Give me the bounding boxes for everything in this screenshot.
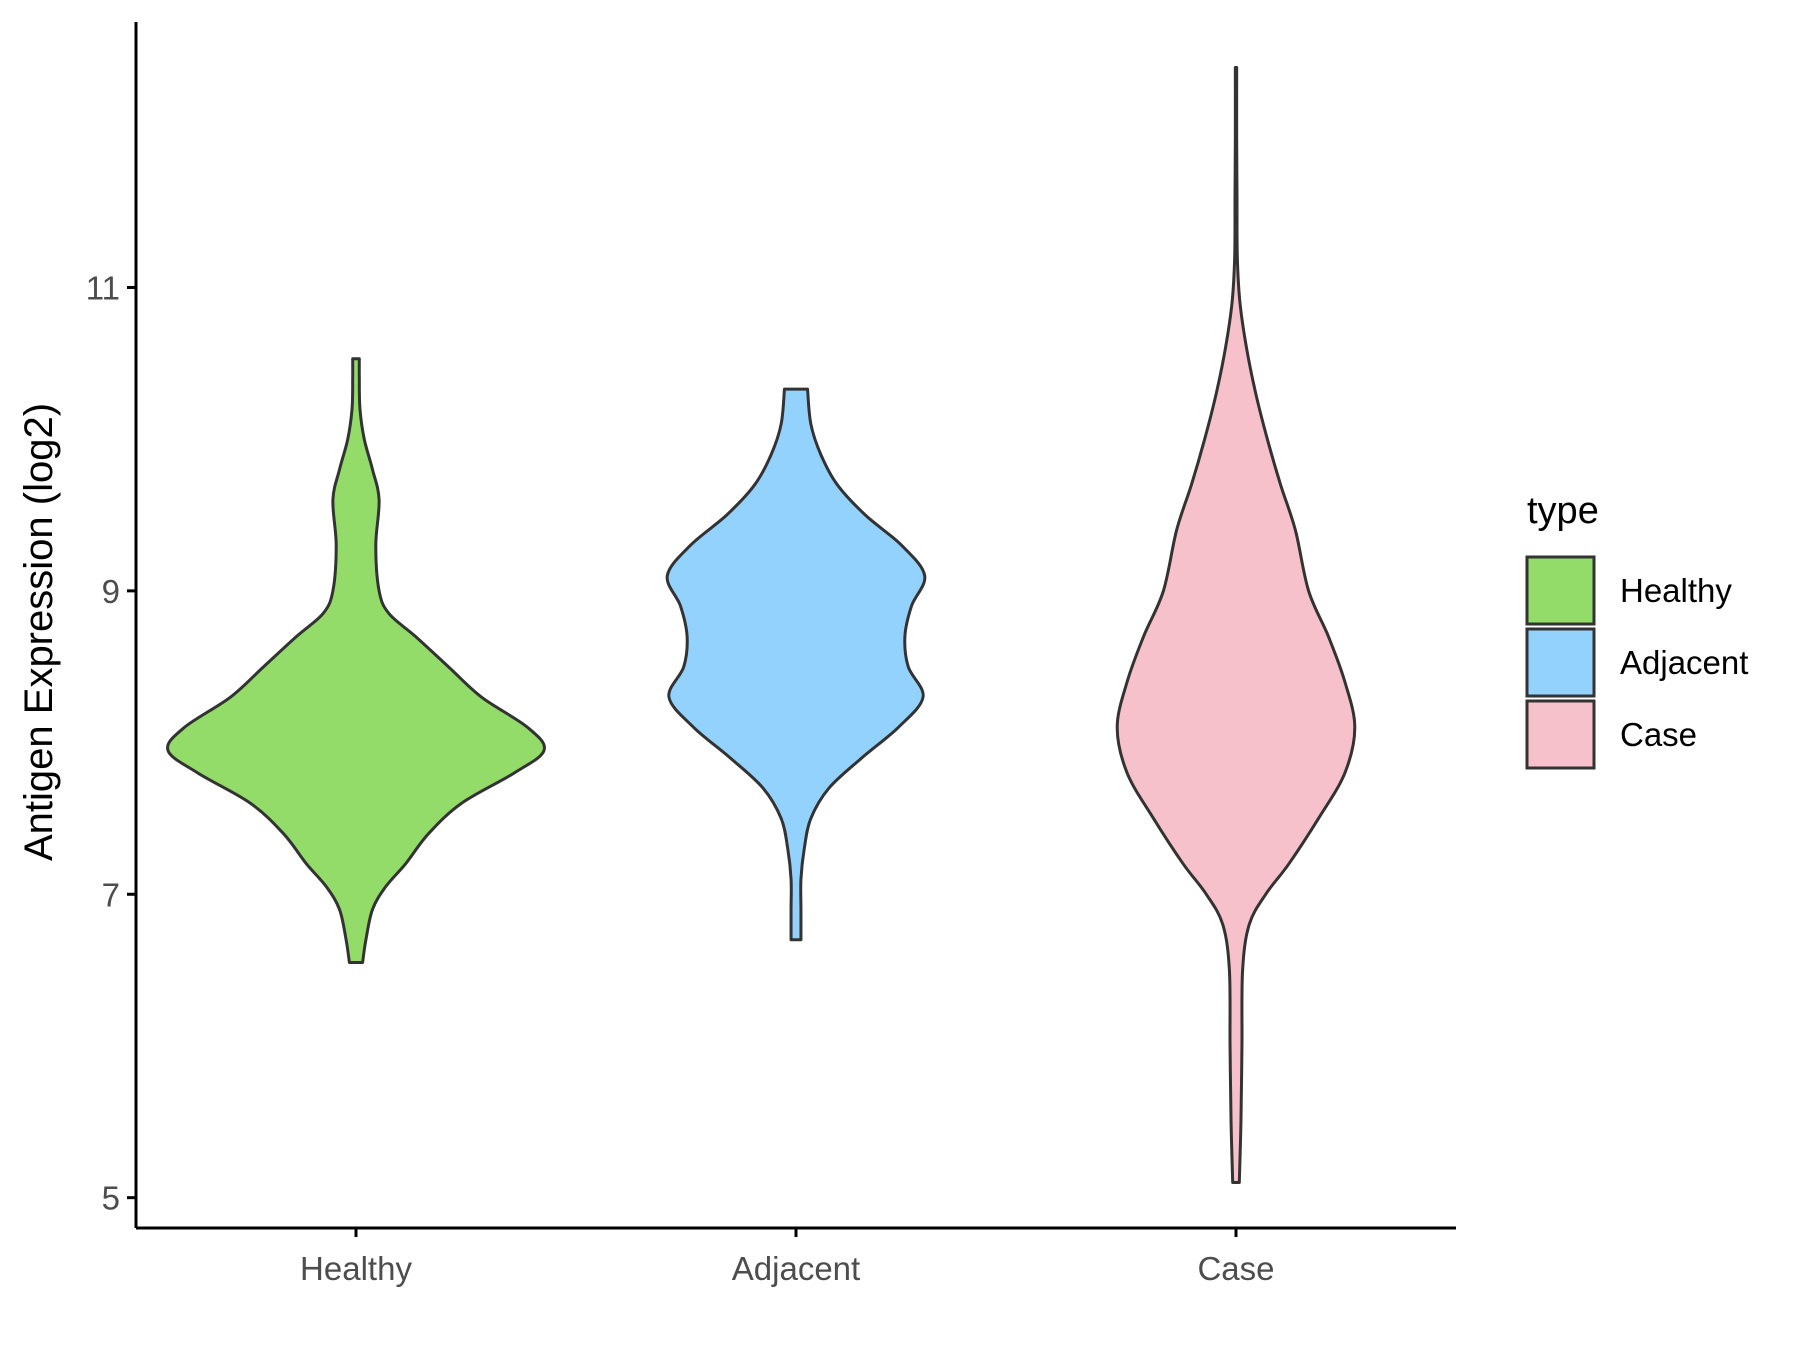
y-axis-title: Antigen Expression (log2) (17, 403, 61, 861)
x-tick-label-case: Case (1197, 1250, 1274, 1287)
legend-title: type (1527, 490, 1599, 532)
legend-label-healthy: Healthy (1620, 572, 1732, 609)
y-tick-label: 5 (102, 1180, 120, 1217)
violin-healthy (166, 357, 546, 965)
legend-swatch-adjacent (1525, 627, 1596, 698)
violin-adjacent (665, 387, 927, 942)
y-tick-label: 11 (86, 269, 120, 306)
y-tick-label: 9 (102, 573, 120, 610)
violin-case (1115, 66, 1357, 1184)
x-tick-label-adjacent: Adjacent (732, 1250, 860, 1287)
legend-label-case: Case (1620, 716, 1697, 753)
violins-layer (166, 66, 1357, 1184)
y-axis-ticks: 5 7 9 11 (86, 269, 136, 1217)
x-axis-ticks: Healthy Adjacent Case (300, 1228, 1275, 1287)
legend-swatch-healthy (1525, 555, 1596, 626)
legend-swatch-case (1525, 699, 1596, 770)
x-tick-label-healthy: Healthy (300, 1250, 412, 1287)
y-tick-label: 7 (102, 876, 120, 913)
legend: type Healthy Adjacent Case (1525, 490, 1748, 770)
legend-label-adjacent: Adjacent (1620, 644, 1748, 681)
